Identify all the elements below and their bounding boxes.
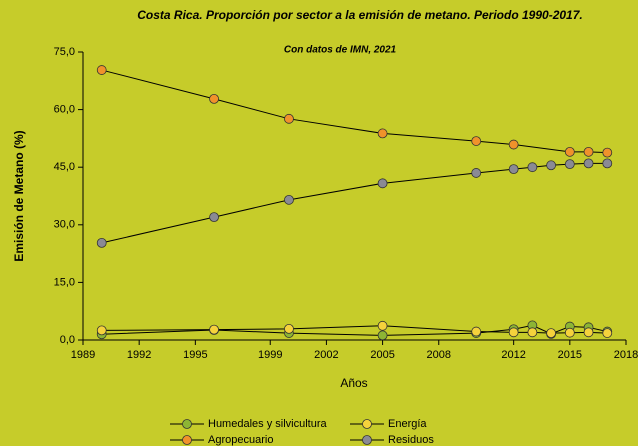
- data-point: [471, 326, 482, 337]
- data-point: [284, 194, 294, 205]
- x-tick-label: 2005: [370, 349, 394, 361]
- data-point: [527, 327, 538, 338]
- data-point: [564, 159, 575, 170]
- legend-marker: [362, 419, 372, 429]
- data-point: [284, 113, 294, 124]
- x-tick-label: 2002: [314, 349, 338, 361]
- data-point: [508, 327, 519, 338]
- x-tick-label: 2008: [427, 349, 451, 361]
- y-axis-label: Emisión de Metano (%): [12, 130, 26, 261]
- chart-subtitle: Con datos de IMN, 2021: [284, 45, 397, 56]
- y-tick-label: 15,0: [54, 276, 75, 288]
- data-point: [602, 147, 613, 158]
- data-point: [471, 136, 482, 146]
- legend-marker: [182, 419, 192, 429]
- data-point: [209, 212, 219, 223]
- data-point: [602, 328, 613, 338]
- x-tick-label: 1989: [71, 349, 95, 361]
- legend-marker: [362, 435, 372, 445]
- legend-label: Residuos: [388, 434, 434, 446]
- data-point: [96, 325, 107, 336]
- data-point: [96, 65, 107, 75]
- series-line: [101, 162, 608, 244]
- x-tick-label: 1992: [127, 349, 151, 361]
- data-point: [209, 324, 219, 335]
- data-point: [377, 178, 388, 189]
- data-point: [508, 139, 519, 150]
- data-point: [583, 158, 594, 169]
- x-tick-label: 2018: [614, 349, 638, 361]
- data-point: [564, 146, 575, 157]
- data-point: [377, 330, 388, 341]
- data-point: [96, 237, 107, 248]
- y-tick-label: 75,0: [54, 46, 75, 58]
- data-point: [583, 327, 594, 338]
- data-point: [527, 162, 538, 173]
- y-tick-label: 0,0: [60, 334, 75, 346]
- data-point: [602, 158, 613, 169]
- legend-label: Energía: [388, 418, 427, 430]
- data-point: [377, 128, 388, 139]
- x-axis-label: Años: [340, 376, 367, 390]
- x-tick-label: 2012: [501, 349, 525, 361]
- x-tick-label: 1995: [183, 349, 207, 361]
- legend-label: Humedales y silvicultura: [208, 418, 327, 430]
- data-point: [284, 323, 294, 334]
- data-point: [471, 168, 482, 178]
- data-point: [377, 320, 388, 331]
- x-tick-label: 2015: [558, 349, 582, 361]
- data-point: [583, 146, 594, 157]
- y-tick-label: 45,0: [54, 161, 75, 173]
- legend-marker: [182, 435, 192, 445]
- data-point: [209, 93, 219, 104]
- data-point: [508, 164, 519, 175]
- y-tick-label: 30,0: [54, 219, 75, 231]
- series-line: [101, 69, 608, 154]
- data-point: [564, 327, 575, 338]
- y-tick-label: 60,0: [54, 104, 75, 116]
- chart-title: Costa Rica. Proporción por sector a la e…: [137, 8, 582, 22]
- data-point: [546, 160, 557, 171]
- x-tick-label: 1999: [258, 349, 282, 361]
- legend-label: Agropecuario: [208, 434, 273, 446]
- data-point: [546, 328, 557, 338]
